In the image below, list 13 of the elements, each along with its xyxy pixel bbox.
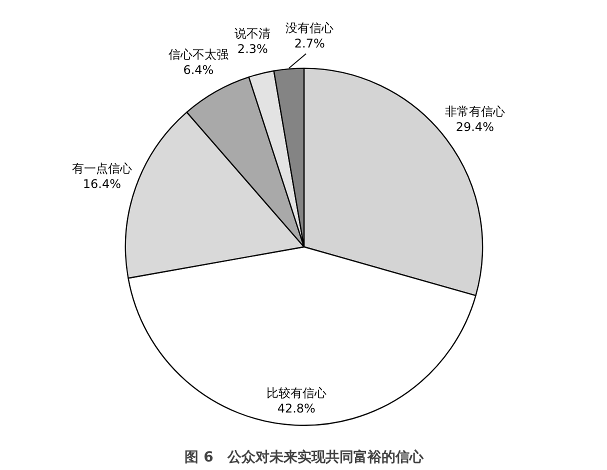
slice-label: 没有信心 <box>286 20 334 35</box>
data-label: 16.4% <box>82 177 122 192</box>
slice-label: 说不清 <box>234 26 271 40</box>
data-label: 2.3% <box>237 42 268 56</box>
data-label: 2.7% <box>294 36 325 50</box>
slice-label: 有一点信心 <box>72 162 132 176</box>
slice-label: 比较有信心 <box>266 386 326 400</box>
text: 图 6 公众对未来实现共同富裕的信心 <box>184 448 424 466</box>
data-label: 6.4% <box>183 63 214 78</box>
data-label: 42.8% <box>277 401 316 416</box>
slice-label: 信心不太强 <box>168 48 228 62</box>
slice-label: 非常有信心 <box>444 104 505 118</box>
data-label: 29.4% <box>456 120 494 134</box>
